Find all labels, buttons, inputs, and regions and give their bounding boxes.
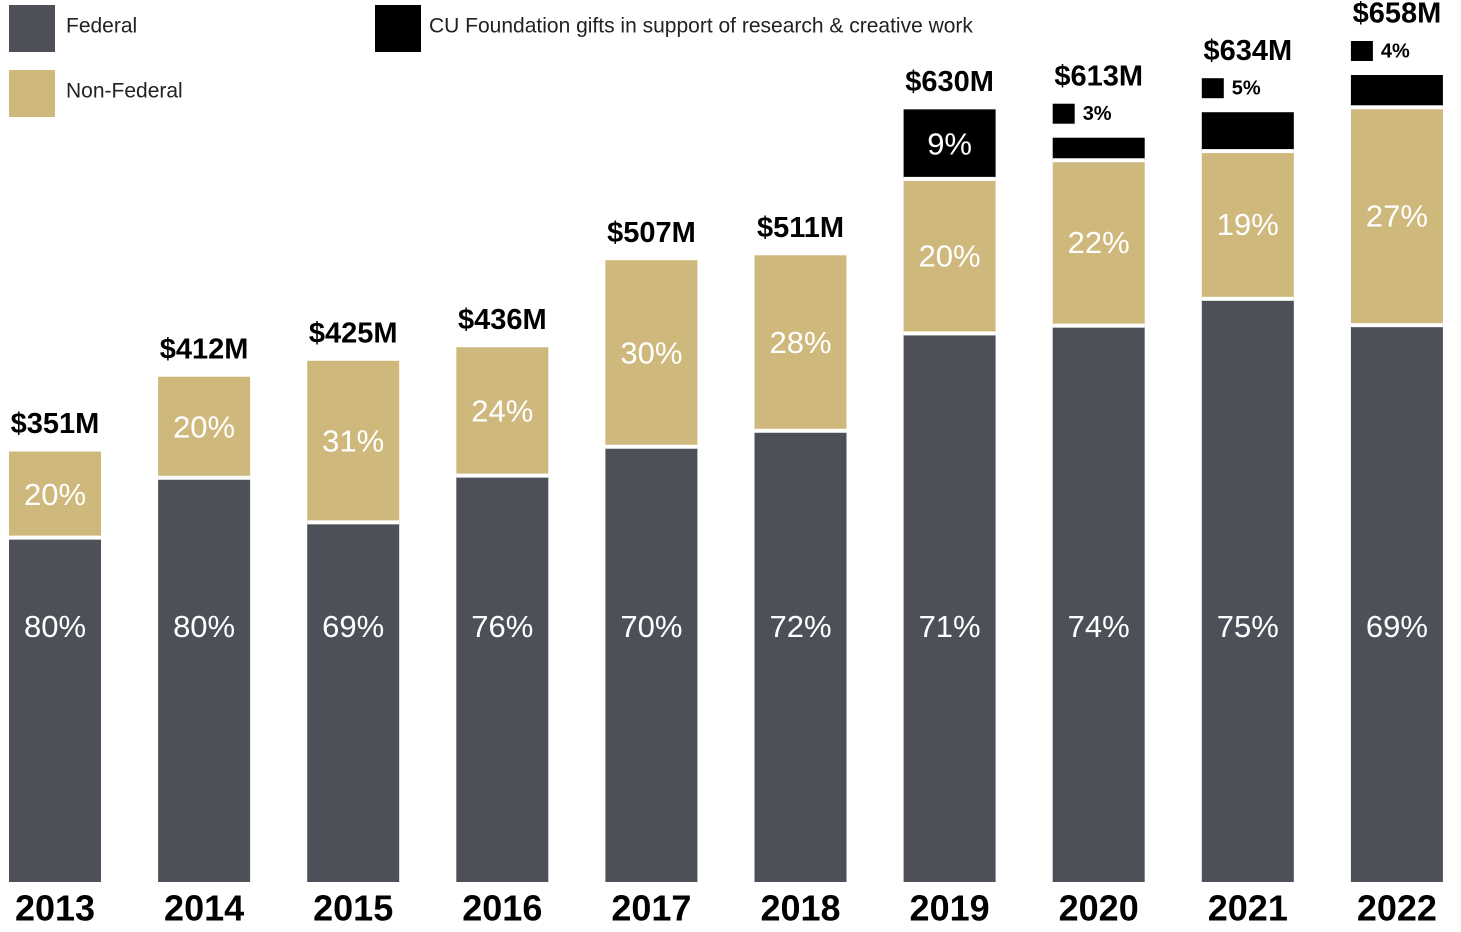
total-label: $511M (757, 212, 844, 244)
segment-label: 9% (927, 126, 972, 161)
segment-gap (605, 444, 698, 449)
x-tick-label: 2014 (164, 888, 244, 929)
legend-label: Federal (66, 15, 137, 38)
bar-segment (158, 477, 251, 882)
total-label: $634M (1203, 35, 1292, 67)
legend-swatch (375, 5, 421, 52)
x-tick-label: 2019 (910, 888, 990, 929)
segment-label: 5% (1232, 77, 1261, 99)
total-label: $507M (607, 217, 696, 249)
bar-segment (307, 522, 400, 882)
segment-label: 69% (1366, 609, 1428, 644)
bar-segment (456, 347, 549, 476)
segment-gap (456, 473, 549, 478)
total-label: $412M (160, 333, 249, 365)
bar-segment (754, 430, 847, 882)
bar-segment (1350, 325, 1443, 882)
x-tick-label: 2022 (1357, 888, 1437, 929)
total-label: $425M (309, 317, 398, 349)
bar-segment (9, 537, 101, 882)
segment-gap (1201, 296, 1294, 301)
legend-label: Non-Federal (66, 80, 183, 103)
segment-label-swatch (1350, 41, 1373, 61)
segment-label: 76% (471, 609, 533, 644)
segment-label: 28% (769, 325, 831, 360)
total-label: $630M (905, 66, 994, 98)
bar-segment (307, 360, 400, 523)
segment-label: 80% (24, 609, 86, 644)
segment-label: 3% (1083, 103, 1112, 125)
total-label: $351M (11, 408, 100, 440)
segment-label-swatch (1201, 78, 1224, 99)
segment-gap (1350, 323, 1443, 328)
bar-segment (605, 446, 698, 882)
segment-gap (1052, 158, 1145, 163)
segment-label: 22% (1068, 225, 1130, 260)
legend-label: CU Foundation gifts in support of resear… (429, 15, 973, 38)
segment-label: 24% (471, 394, 533, 429)
legend-swatch (9, 70, 55, 117)
segment-label: 71% (919, 609, 981, 644)
segment-gap (754, 428, 847, 433)
bar-segment (456, 475, 549, 882)
segment-label: 31% (322, 424, 384, 459)
bar-segment (1052, 325, 1145, 882)
bar-segment (9, 451, 101, 538)
segment-label: 20% (173, 409, 235, 444)
segment-gap (1052, 323, 1145, 328)
segment-label: 80% (173, 609, 235, 644)
bar-segment (605, 260, 698, 447)
x-tick-label: 2017 (611, 888, 691, 929)
segment-gap (1201, 149, 1294, 154)
segment-label: 74% (1068, 609, 1130, 644)
segment-label: 69% (322, 609, 384, 644)
x-tick-label: 2018 (760, 888, 840, 929)
segment-gap (903, 176, 996, 181)
segment-label: 19% (1217, 207, 1279, 242)
bar-segment (903, 178, 996, 334)
segment-label: 27% (1366, 198, 1428, 233)
x-tick-label: 2015 (313, 888, 393, 929)
x-tick-label: 2020 (1059, 888, 1139, 929)
bar-segment (1201, 151, 1294, 299)
bar-segment (1201, 112, 1294, 152)
bar-segment (754, 255, 847, 431)
segment-label: 20% (919, 238, 981, 273)
segment-label: 75% (1217, 609, 1279, 644)
segment-label-swatch (1052, 103, 1075, 124)
bar-segment (903, 109, 996, 179)
x-tick-label: 2016 (462, 888, 542, 929)
segment-gap (9, 535, 101, 540)
segment-gap (307, 520, 400, 525)
segment-label: 70% (620, 609, 682, 644)
total-label: $436M (458, 304, 547, 336)
segment-label: 72% (769, 609, 831, 644)
x-tick-label: 2021 (1208, 888, 1288, 929)
segment-gap (1350, 105, 1443, 110)
segment-gap (903, 331, 996, 336)
segment-label: 4% (1381, 40, 1410, 62)
bar-segment (903, 333, 996, 882)
bar-segment (1201, 298, 1294, 882)
total-label: $658M (1353, 0, 1442, 30)
total-label: $613M (1054, 60, 1143, 92)
bar-segment (1052, 160, 1145, 326)
x-tick-label: 2013 (15, 888, 95, 929)
bar-segment (1350, 75, 1443, 108)
bar-segment (1350, 107, 1443, 326)
bar-segment (158, 376, 251, 478)
segment-gap (158, 475, 251, 480)
segment-label: 20% (24, 477, 86, 512)
segment-label: 30% (620, 336, 682, 371)
bar-segment (1052, 137, 1145, 161)
legend-swatch (9, 5, 55, 52)
